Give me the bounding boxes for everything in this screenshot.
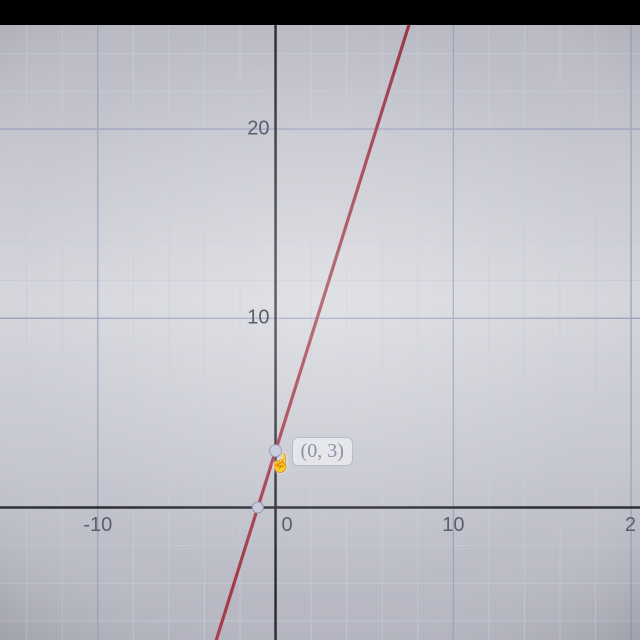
chart-svg bbox=[0, 25, 640, 640]
axis-tick-label: 0 bbox=[282, 514, 293, 537]
point-tooltip: (0, 3) bbox=[292, 437, 353, 466]
chart-container[interactable]: -1010210200(0, 3)☝ bbox=[0, 25, 640, 640]
axis-tick-label: 10 bbox=[247, 307, 269, 330]
axis-tick-label: 20 bbox=[247, 118, 269, 141]
axis-tick-label: 10 bbox=[442, 514, 464, 537]
axis-tick-label: -10 bbox=[83, 514, 112, 537]
axis-tick-label: 2 bbox=[625, 514, 636, 537]
